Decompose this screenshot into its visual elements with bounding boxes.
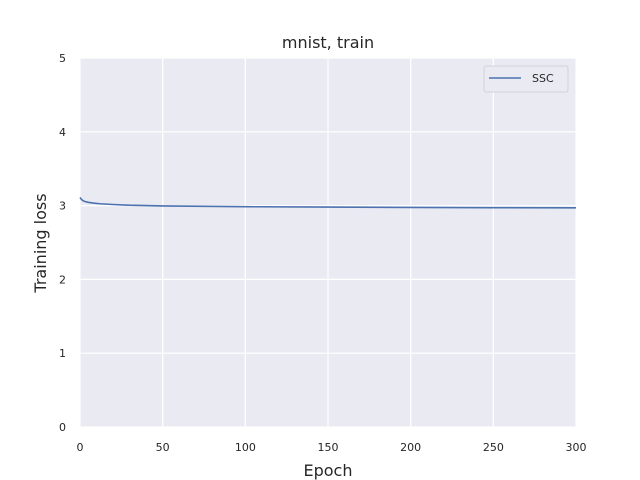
x-tick-label: 250 xyxy=(483,441,504,454)
chart-title: mnist, train xyxy=(282,33,374,52)
x-tick-labels: 0 50 100 150 200 250 300 xyxy=(77,441,587,454)
y-tick-label: 3 xyxy=(59,200,66,213)
x-tick-label: 200 xyxy=(400,441,421,454)
y-axis-label: Training loss xyxy=(31,193,50,293)
y-tick-label: 4 xyxy=(59,126,66,139)
y-tick-label: 0 xyxy=(59,421,66,434)
legend: SSC xyxy=(483,65,569,93)
x-tick-label: 100 xyxy=(235,441,256,454)
x-axis-label: Epoch xyxy=(304,461,353,480)
series-layer xyxy=(79,197,577,209)
legend-box xyxy=(483,65,569,93)
x-tick-label: 150 xyxy=(318,441,339,454)
y-tick-labels: 0 1 2 3 4 5 xyxy=(59,52,66,434)
series-line-ssc xyxy=(79,197,577,209)
x-tick-label: 0 xyxy=(77,441,84,454)
y-tick-label: 2 xyxy=(59,273,66,286)
x-tick-label: 50 xyxy=(156,441,170,454)
y-tick-label: 5 xyxy=(59,52,66,65)
x-tick-label: 300 xyxy=(566,441,587,454)
gridlines xyxy=(79,57,577,428)
y-tick-label: 1 xyxy=(59,347,66,360)
legend-label-ssc: SSC xyxy=(532,72,554,85)
